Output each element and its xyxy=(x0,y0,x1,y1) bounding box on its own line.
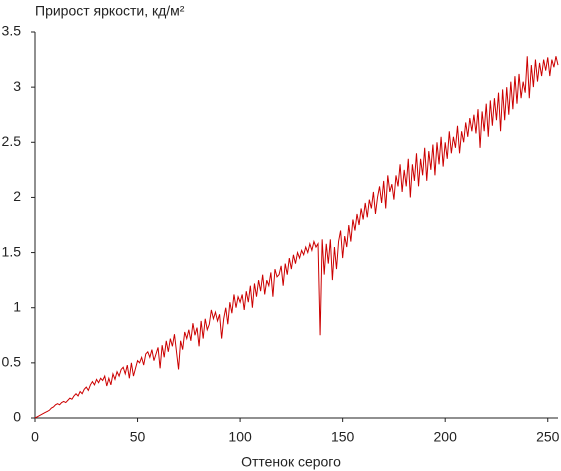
y-tick-label: 1.5 xyxy=(2,243,22,259)
chart-title: Прирост яркости, кд/м² xyxy=(35,3,185,19)
y-tick-label: 3 xyxy=(13,78,21,94)
y-tick-label: 3.5 xyxy=(2,23,22,39)
x-tick-label: 100 xyxy=(228,429,252,445)
y-tick-label: 2.5 xyxy=(2,133,22,149)
x-tick-label: 150 xyxy=(331,429,355,445)
line xyxy=(34,56,559,419)
x-tick-label: 250 xyxy=(536,429,560,445)
y-tick-label: 0 xyxy=(13,409,21,425)
x-tick-label: 200 xyxy=(434,429,458,445)
x-tick-label: 50 xyxy=(130,429,146,445)
y-tick-label: 2 xyxy=(13,188,21,204)
y-tick-label: 0.5 xyxy=(2,354,22,370)
y-tick-label: 1 xyxy=(13,298,21,314)
x-tick-label: 0 xyxy=(31,429,39,445)
x-axis-label: Оттенок серого xyxy=(241,454,341,470)
